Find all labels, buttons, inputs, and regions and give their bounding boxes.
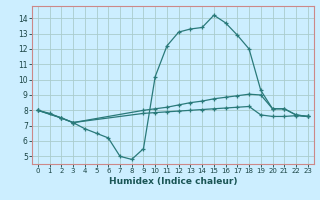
X-axis label: Humidex (Indice chaleur): Humidex (Indice chaleur) bbox=[108, 177, 237, 186]
